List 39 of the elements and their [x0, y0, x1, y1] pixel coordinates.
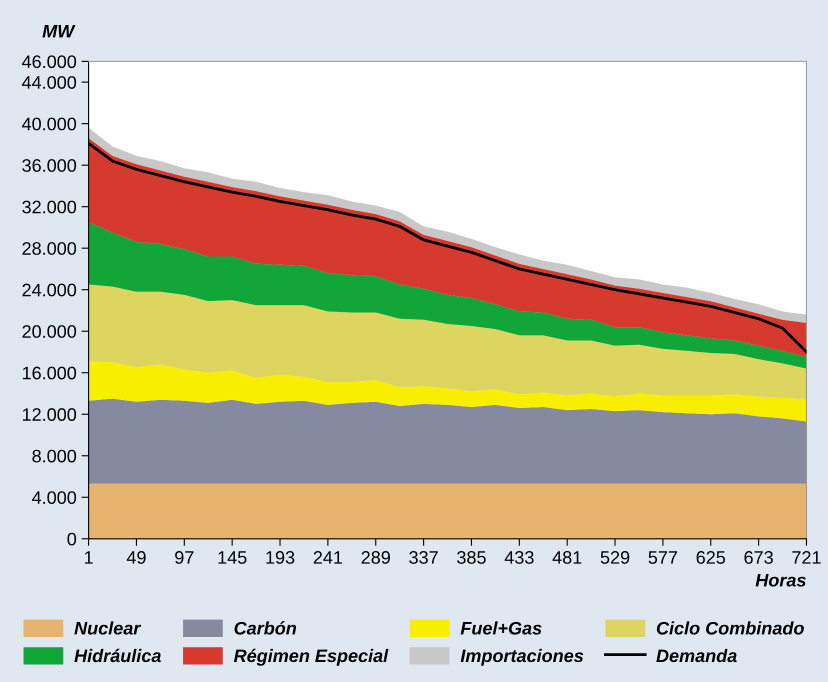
y-tick-label: 40.000 — [22, 118, 76, 130]
legend-label: Demanda — [656, 648, 737, 662]
legend-label: Ciclo Combinado — [656, 621, 804, 635]
x-tick-label: 145 — [218, 551, 246, 564]
y-tick-label: 8.000 — [32, 450, 76, 462]
x-tick-label: 529 — [600, 551, 630, 564]
x-tick-label: 1 — [84, 551, 93, 564]
y-tick-label: 4.000 — [32, 491, 76, 504]
x-tick-label: 289 — [362, 551, 390, 564]
x-tick-label: 49 — [126, 551, 146, 564]
y-tick-label: 12.000 — [22, 408, 76, 421]
x-tick-label: 481 — [552, 551, 582, 564]
legend-label: Nuclear — [74, 621, 142, 635]
y-tick-label: 36.000 — [22, 159, 76, 172]
legend-label: Régimen Especial — [234, 648, 388, 666]
x-axis-title: Horas — [756, 574, 806, 587]
x-tick-label: 193 — [266, 551, 294, 564]
y-tick-label: 46.000 — [22, 55, 76, 68]
y-tick-label: 28.000 — [22, 242, 76, 255]
x-tick-label: 625 — [696, 551, 726, 564]
legend-label: Fuel+Gas — [460, 621, 542, 635]
y-tick-label: 0 — [67, 532, 76, 546]
x-tick-label: 577 — [648, 551, 678, 564]
x-tick-label: 385 — [457, 551, 486, 564]
x-tick-label: 673 — [744, 551, 773, 564]
y-tick-label: 20.000 — [22, 325, 76, 338]
y-tick-label: 32.000 — [22, 200, 76, 214]
x-tick-label: 241 — [314, 551, 342, 564]
y-tick-label: 16.000 — [22, 366, 76, 380]
x-tick-label: 433 — [504, 551, 534, 564]
legend-label: Importaciones — [460, 648, 584, 666]
x-tick-label: 337 — [409, 551, 438, 564]
legend-label: Hidráulica — [74, 648, 161, 662]
x-tick-label: 721 — [792, 551, 821, 564]
x-tick-label: 97 — [175, 551, 194, 564]
y-tick-label: 24.000 — [22, 284, 76, 296]
legend-label: Carbón — [234, 621, 296, 635]
y-tick-label: 44.000 — [22, 76, 76, 89]
y-axis-title: MW — [42, 24, 76, 38]
